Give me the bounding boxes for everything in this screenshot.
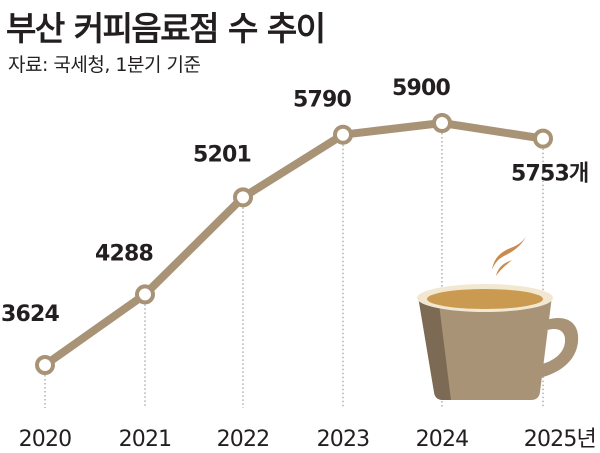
data-label: 3624 (1, 302, 60, 327)
x-tick-label: 2024 (416, 427, 469, 452)
coffee-cup-illustration (417, 236, 579, 400)
chart-title: 부산 커피음료점 수 추이 (6, 9, 326, 48)
x-tick-label: 2025년 (524, 427, 596, 452)
data-label: 4288 (95, 241, 153, 266)
steam-wisp (492, 236, 526, 270)
x-tick-label: 2020 (19, 427, 72, 452)
data-point-marker (35, 355, 55, 375)
cup-shadow (418, 296, 451, 400)
data-point-marker (333, 124, 353, 145)
data-point-marker (233, 187, 253, 208)
series-line (41, 119, 547, 369)
data-point-marker (135, 284, 155, 305)
x-axis-ticks: 2020 2021 2022 2023 2024 2025년 (19, 427, 597, 452)
x-tick-label: 2021 (119, 427, 172, 452)
data-point-marker (432, 113, 452, 133)
steam-wisp-2 (496, 260, 512, 276)
data-point-marker (533, 128, 553, 149)
x-tick-label: 2022 (217, 427, 270, 452)
data-label: 5900 (392, 76, 451, 101)
data-labels: 3624 4288 5201 5790 5900 5753개 (1, 76, 589, 327)
data-markers (35, 113, 553, 375)
data-label: 5790 (293, 88, 352, 113)
x-tick-label: 2023 (317, 427, 370, 452)
source-note: 자료: 국세청, 1분기 기준 (8, 54, 201, 76)
coffee-surface (427, 289, 543, 309)
cup-body (418, 296, 552, 400)
cup-handle (540, 318, 579, 378)
data-label: 5753개 (511, 162, 588, 187)
data-label: 5201 (193, 142, 251, 167)
